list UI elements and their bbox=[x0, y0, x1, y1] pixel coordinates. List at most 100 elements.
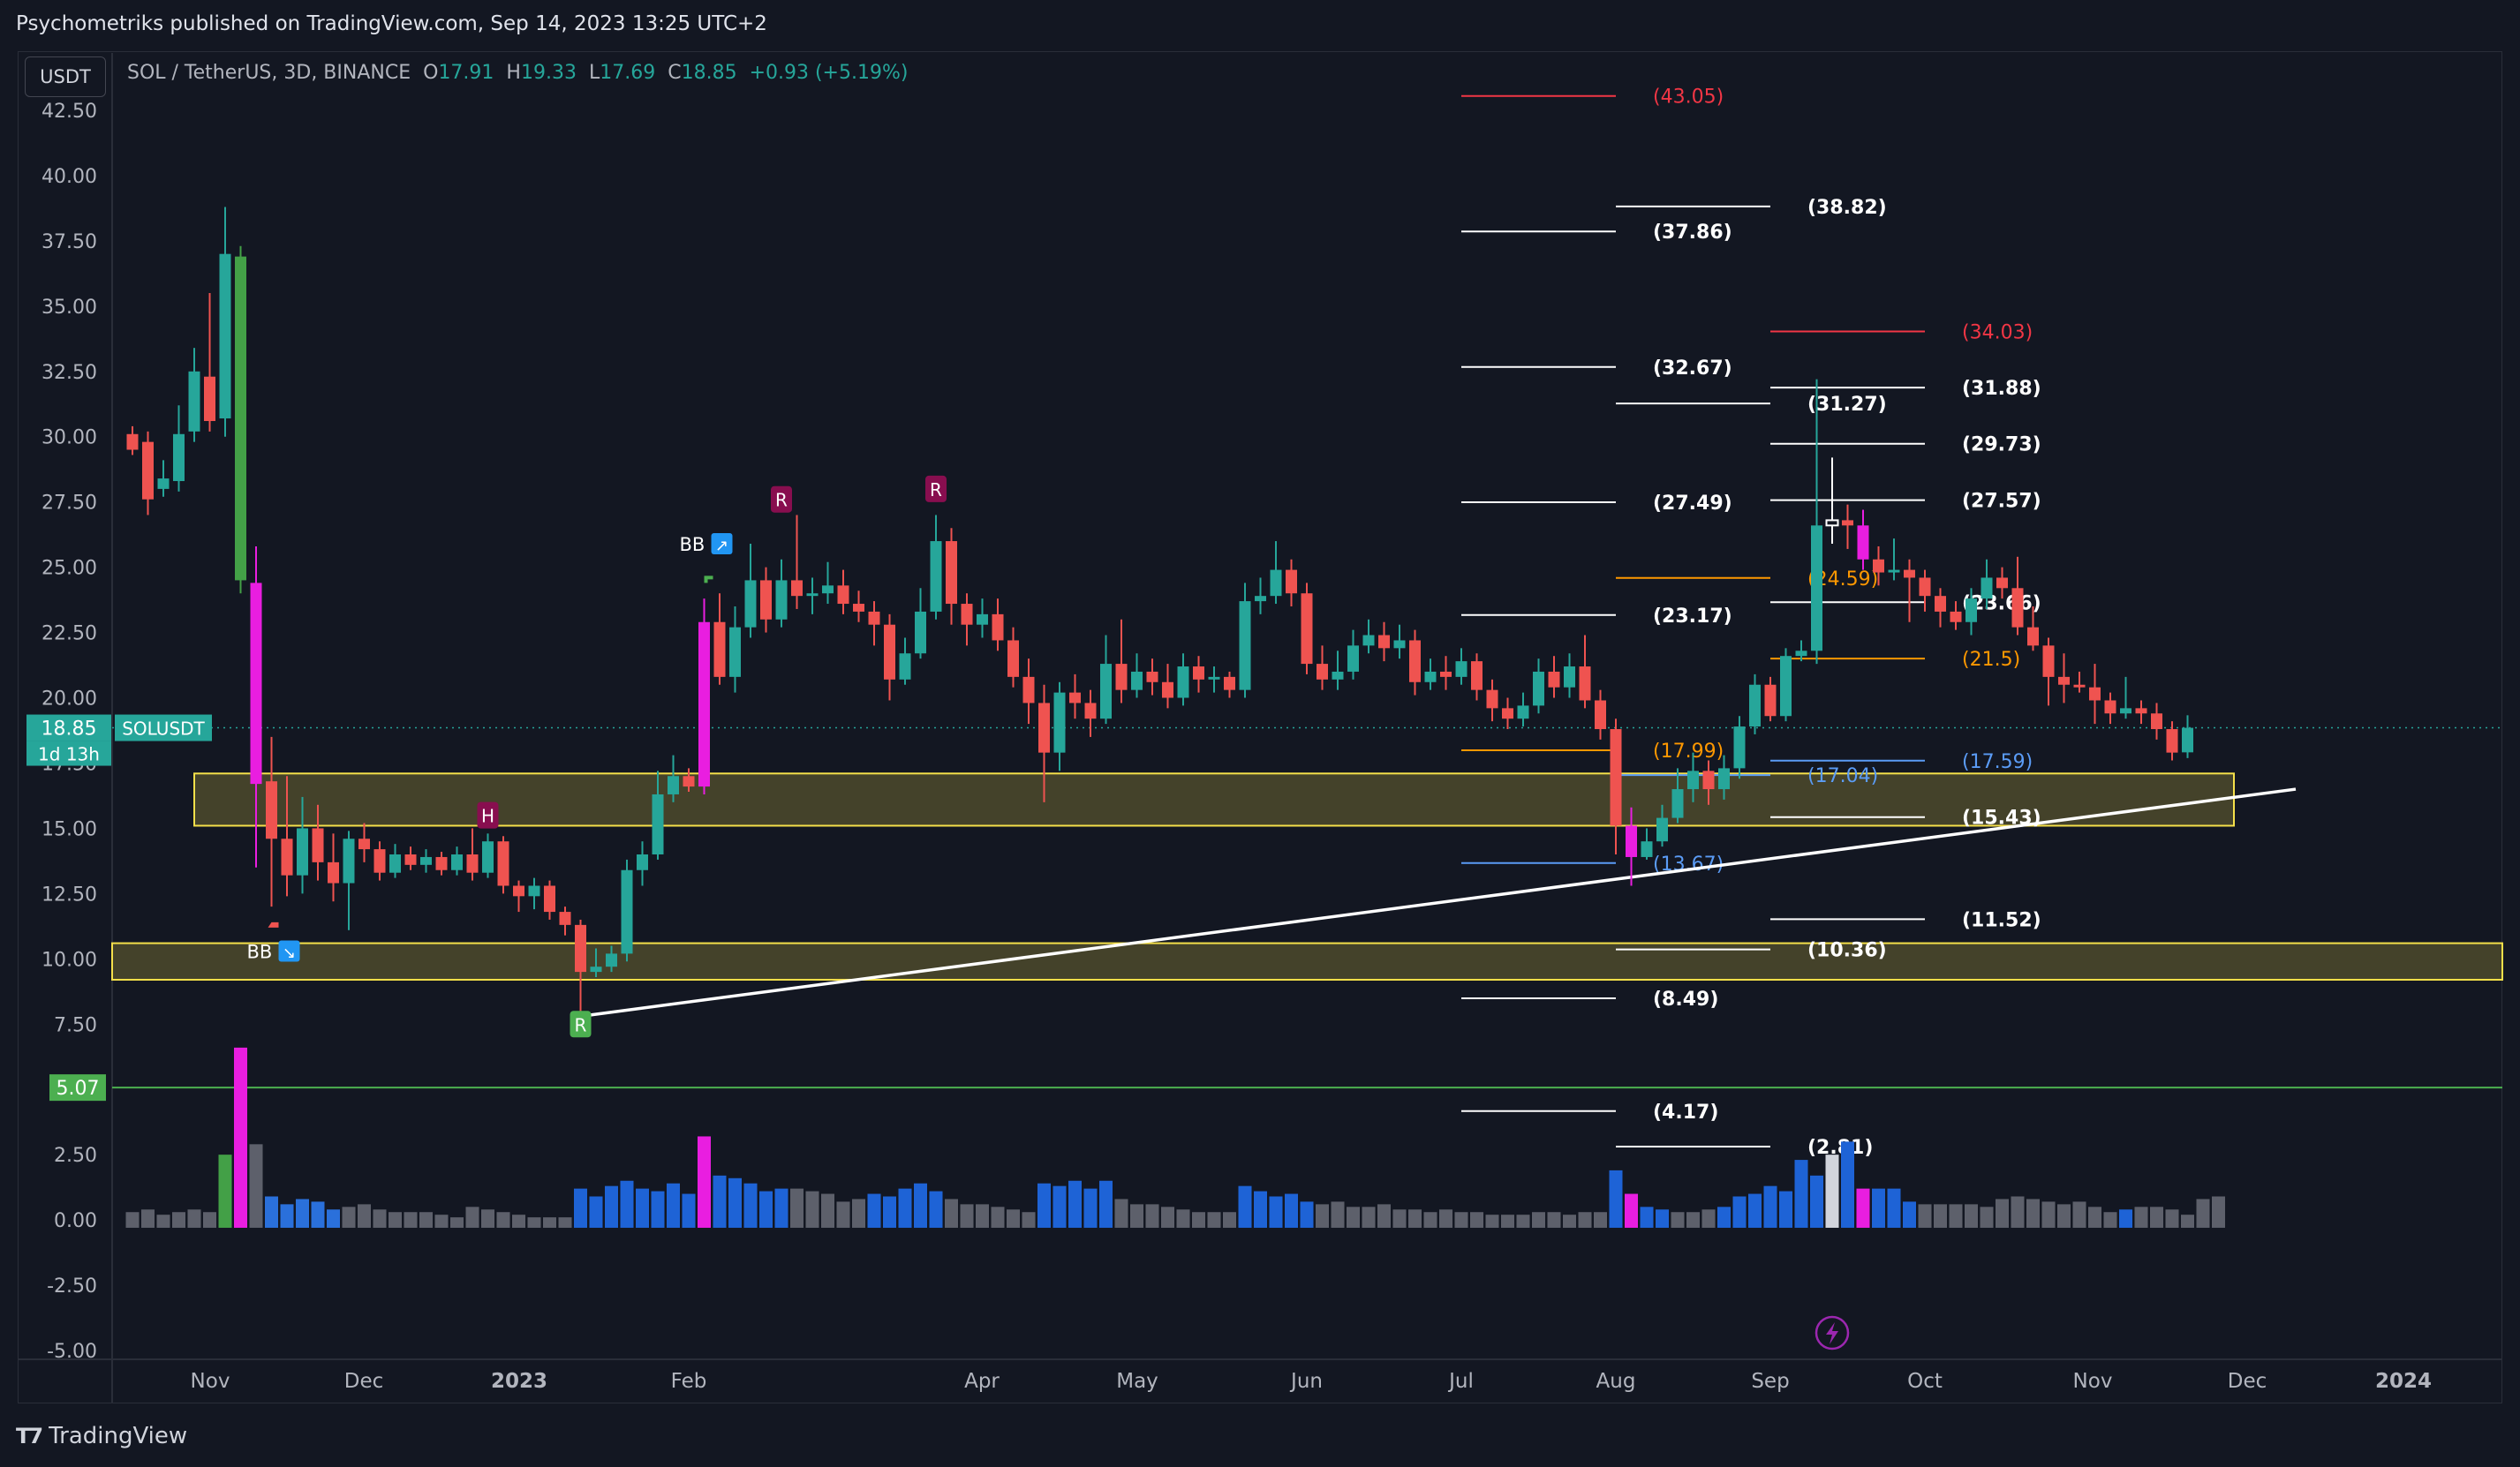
candle-body[interactable] bbox=[868, 611, 880, 625]
candle-body[interactable] bbox=[2120, 708, 2131, 714]
candle-body[interactable] bbox=[1548, 671, 1560, 688]
candle-body[interactable] bbox=[775, 580, 788, 620]
candle-body[interactable] bbox=[435, 856, 448, 870]
candle-body[interactable] bbox=[1486, 689, 1498, 709]
candle-body[interactable] bbox=[1347, 645, 1359, 672]
candle-body[interactable] bbox=[1393, 640, 1406, 649]
candle-body[interactable] bbox=[1842, 520, 1853, 526]
candle-body[interactable] bbox=[389, 854, 401, 873]
support-zone[interactable] bbox=[111, 942, 2503, 981]
candle-body[interactable] bbox=[1332, 671, 1344, 680]
candle-body[interactable] bbox=[1595, 700, 1606, 730]
candle-body[interactable] bbox=[915, 611, 926, 654]
candle-body[interactable] bbox=[1935, 596, 1946, 612]
candle-body[interactable] bbox=[977, 613, 988, 625]
candle-body[interactable] bbox=[698, 621, 710, 787]
candle-body[interactable] bbox=[1641, 841, 1653, 857]
candle-body[interactable] bbox=[1502, 708, 1513, 719]
candle-body[interactable] bbox=[528, 885, 540, 897]
candle-body[interactable] bbox=[683, 776, 695, 787]
trendline[interactable] bbox=[580, 787, 2297, 1019]
candle-body[interactable] bbox=[1455, 661, 1467, 677]
candle-body[interactable] bbox=[1362, 635, 1375, 646]
candle-body[interactable] bbox=[1007, 640, 1019, 677]
candle-body[interactable] bbox=[1224, 676, 1235, 690]
candle-body[interactable] bbox=[1965, 598, 1977, 622]
candle-body[interactable] bbox=[1162, 681, 1173, 698]
pattern-badge[interactable] bbox=[925, 475, 947, 502]
candle-body[interactable] bbox=[1378, 635, 1390, 649]
candle-body[interactable] bbox=[713, 621, 726, 677]
candle-body[interactable] bbox=[1671, 789, 1684, 818]
candle-body[interactable] bbox=[930, 541, 942, 612]
candle-body[interactable] bbox=[575, 924, 586, 973]
pattern-badge[interactable] bbox=[570, 1011, 592, 1038]
candle-body[interactable] bbox=[791, 580, 803, 597]
lightning-icon[interactable] bbox=[1815, 1315, 1850, 1350]
candle-body[interactable] bbox=[1286, 569, 1297, 594]
candle-body[interactable] bbox=[219, 253, 231, 419]
candle-body[interactable] bbox=[173, 433, 185, 482]
candle-body[interactable] bbox=[297, 828, 308, 876]
candle-body[interactable] bbox=[1208, 676, 1220, 680]
candle-body[interactable] bbox=[1424, 671, 1437, 682]
candle-body[interactable] bbox=[451, 854, 463, 870]
candle-body[interactable] bbox=[312, 828, 324, 862]
candle-body[interactable] bbox=[2011, 588, 2024, 628]
candle-body[interactable] bbox=[590, 967, 602, 973]
candle-body[interactable] bbox=[837, 585, 849, 605]
candle-body[interactable] bbox=[1873, 559, 1884, 573]
symbol-name[interactable]: SOL / TetherUS, 3D, BINANCE bbox=[127, 62, 411, 84]
candle-body[interactable] bbox=[1780, 656, 1792, 717]
candle-body[interactable] bbox=[853, 604, 864, 612]
candle-body[interactable] bbox=[1733, 726, 1746, 769]
candle-body[interactable] bbox=[1069, 692, 1081, 703]
candle-body[interactable] bbox=[2104, 700, 2116, 714]
candle-body[interactable] bbox=[1764, 684, 1777, 717]
candle-body[interactable] bbox=[992, 613, 1004, 641]
candle-body[interactable] bbox=[760, 580, 772, 620]
candle-body[interactable] bbox=[652, 794, 664, 854]
candle-body[interactable] bbox=[1626, 825, 1637, 857]
candle-body[interactable] bbox=[1084, 703, 1097, 719]
candle-body[interactable] bbox=[1564, 666, 1575, 688]
candle-body[interactable] bbox=[126, 433, 139, 450]
candle-body[interactable] bbox=[1440, 671, 1452, 677]
candle-body[interactable] bbox=[744, 580, 757, 628]
candle-body[interactable] bbox=[1996, 577, 2008, 589]
candle-body[interactable] bbox=[1749, 684, 1761, 727]
candle-body[interactable] bbox=[1533, 671, 1544, 706]
candle-body[interactable] bbox=[373, 849, 386, 873]
candle-body[interactable] bbox=[404, 854, 417, 865]
signal-badge[interactable] bbox=[711, 533, 733, 555]
candle-body[interactable] bbox=[1919, 577, 1931, 597]
candle-body[interactable] bbox=[1610, 729, 1622, 826]
candle-body[interactable] bbox=[1255, 596, 1266, 602]
candle-body[interactable] bbox=[2089, 687, 2101, 701]
candle-body[interactable] bbox=[1687, 771, 1699, 790]
candle-body[interactable] bbox=[266, 781, 277, 839]
candle-body[interactable] bbox=[1317, 664, 1328, 680]
candle-body[interactable] bbox=[1795, 651, 1807, 657]
candle-body[interactable] bbox=[1146, 671, 1158, 682]
candle-body[interactable] bbox=[806, 593, 819, 597]
candle-body[interactable] bbox=[1193, 666, 1204, 680]
candle-body[interactable] bbox=[142, 441, 154, 500]
candle-body[interactable] bbox=[2027, 627, 2039, 646]
signal-badge[interactable] bbox=[278, 940, 300, 962]
candle-body[interactable] bbox=[1239, 601, 1251, 690]
candle-body[interactable] bbox=[1579, 666, 1591, 701]
pattern-badge[interactable] bbox=[771, 485, 792, 513]
candle-body[interactable] bbox=[157, 478, 170, 489]
candle-body[interactable] bbox=[204, 376, 215, 421]
candle-body[interactable] bbox=[1471, 661, 1483, 690]
candle-body[interactable] bbox=[637, 854, 648, 870]
candle-body[interactable] bbox=[1888, 569, 1900, 573]
candle-body[interactable] bbox=[1811, 525, 1822, 651]
candle-body[interactable] bbox=[250, 583, 262, 785]
candle-body[interactable] bbox=[1301, 593, 1313, 665]
candle-body[interactable] bbox=[1038, 703, 1050, 753]
candle-body[interactable] bbox=[2042, 645, 2055, 677]
candle-body[interactable] bbox=[668, 776, 679, 794]
candle-body[interactable] bbox=[544, 885, 555, 913]
